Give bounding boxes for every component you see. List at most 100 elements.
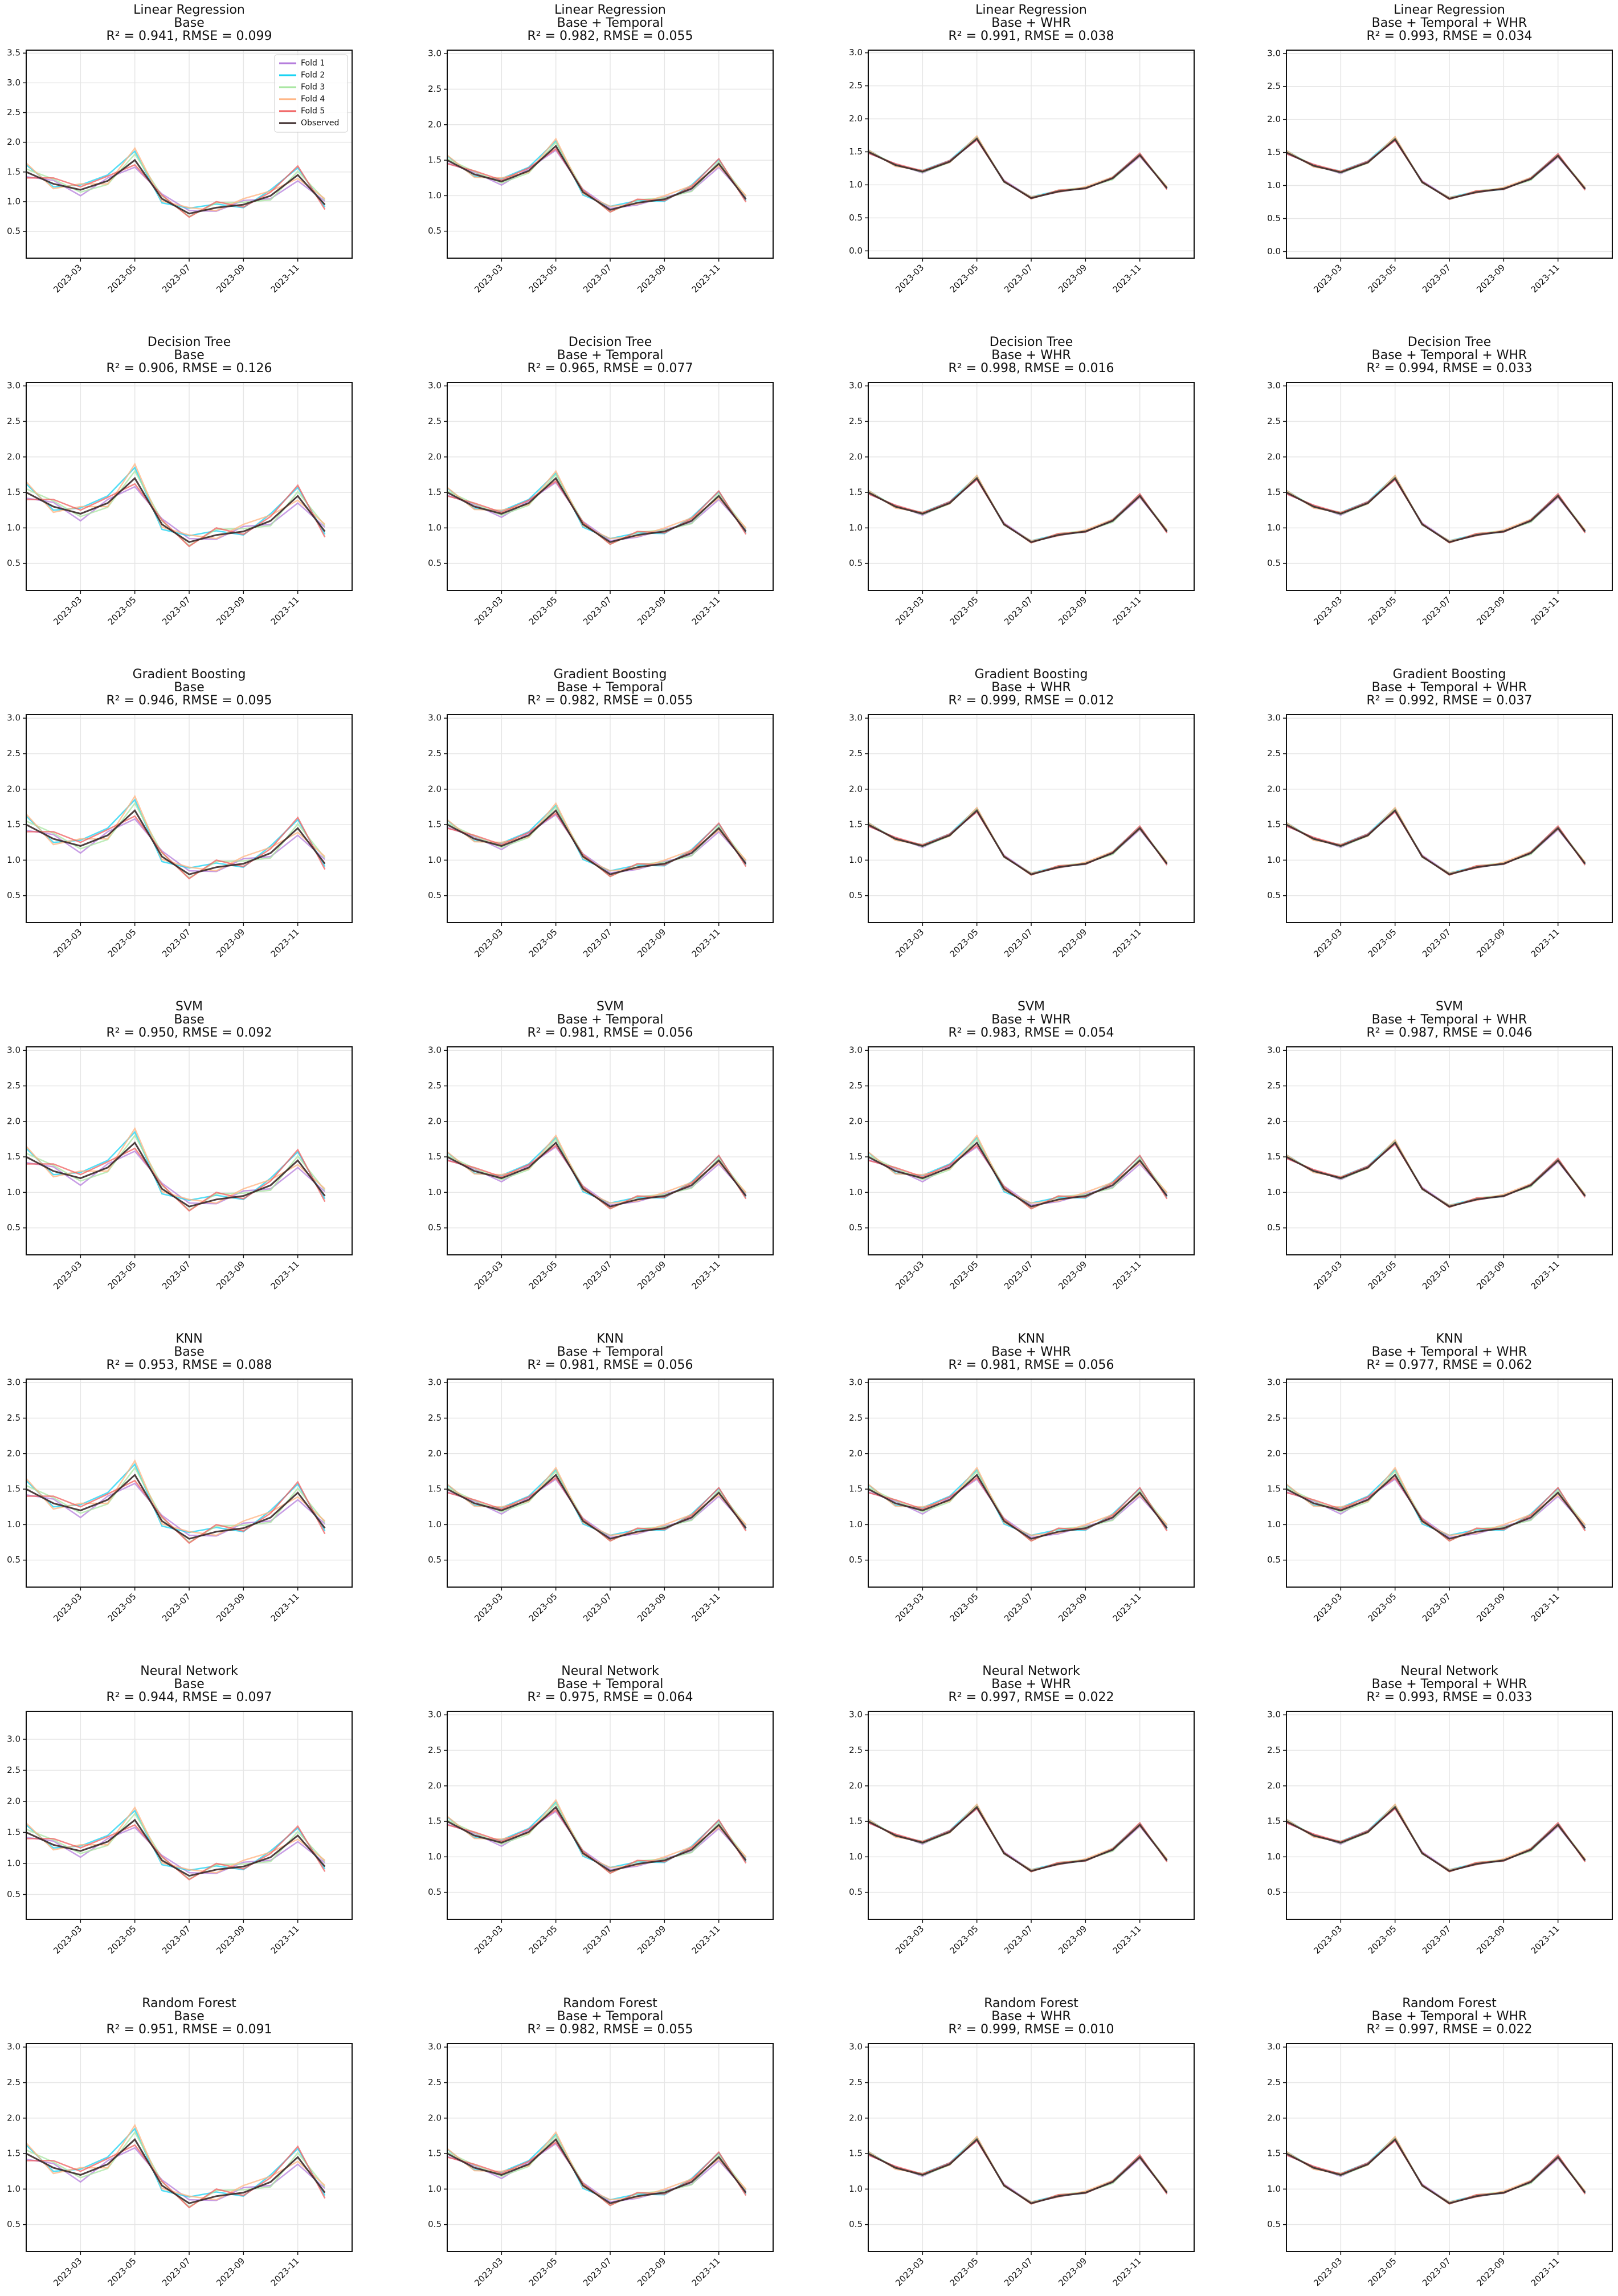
x-tick-label: 2023-05: [106, 594, 138, 627]
series-line: [26, 1131, 326, 1201]
chart-title: Decision Tree: [148, 335, 231, 349]
y-tick-label: 3.0: [849, 381, 863, 391]
plot-frame: [1286, 50, 1613, 259]
chart-subtitle: Base + Temporal + WHR: [1372, 16, 1527, 30]
y-tick-label: 0.5: [1267, 213, 1281, 223]
y-tick-label: 2.5: [1267, 1745, 1281, 1755]
y-tick-label: 2.5: [1267, 81, 1281, 91]
x-tick-label: 2023-11: [1111, 1591, 1143, 1624]
y-tick-label: 2.5: [7, 107, 21, 117]
y-tick-label: 3.0: [428, 48, 442, 59]
x-tick-label: 2023-09: [635, 1591, 668, 1624]
y-tick-label: 1.0: [7, 523, 21, 533]
x-tick-label: 2023-07: [581, 2256, 614, 2288]
chart-subtitle: Base: [174, 1345, 205, 1359]
y-tick-label: 3.0: [1267, 1377, 1281, 1388]
y-tick-label: 2.0: [1267, 451, 1281, 462]
x-tick-label: 2023-03: [1311, 927, 1344, 959]
y-tick-label: 3.0: [428, 1045, 442, 1055]
x-tick-label: 2023-09: [1056, 1591, 1089, 1624]
y-tick-label: 1.5: [7, 2148, 21, 2159]
series-line: [26, 2123, 326, 2201]
x-tick-label: 2023-03: [472, 1591, 505, 1624]
chart-title: Decision Tree: [990, 335, 1073, 349]
chart-title: Neural Network: [1400, 1664, 1498, 1678]
y-tick-label: 0.5: [428, 226, 442, 236]
series-line: [447, 137, 747, 207]
y-tick-label: 2.5: [849, 80, 863, 91]
y-tick-label: 1.5: [849, 2148, 863, 2159]
x-tick-label: 2023-09: [1056, 594, 1089, 627]
y-tick-label: 2.5: [849, 748, 863, 758]
series-line: [1286, 2138, 1586, 2204]
y-tick-label: 1.0: [7, 855, 21, 865]
chart-subtitle: Base: [174, 1013, 205, 1027]
y-tick-label: 0.0: [1267, 246, 1281, 256]
x-tick-label: 2023-11: [269, 927, 301, 959]
x-tick-label: 2023-09: [635, 262, 668, 295]
x-tick-label: 2023-05: [106, 2256, 138, 2288]
plot-frame: [447, 714, 774, 923]
series-line: [868, 2135, 1168, 2203]
x-tick-label: 2023-11: [1111, 927, 1143, 959]
x-tick-label: 2023-05: [948, 1923, 980, 1956]
y-tick-label: 1.5: [7, 1152, 21, 1162]
y-tick-label: 3.5: [7, 48, 21, 58]
x-tick-label: 2023-03: [51, 1259, 84, 1291]
x-tick-label: 2023-11: [1529, 594, 1562, 627]
x-tick-label: 2023-03: [51, 2256, 84, 2288]
x-tick-label: 2023-07: [1002, 262, 1035, 295]
y-tick-label: 2.5: [428, 84, 442, 94]
chart-metrics: R² = 0.944, RMSE = 0.097: [106, 1690, 272, 1704]
x-tick-label: 2023-07: [581, 1259, 614, 1291]
series-line: [447, 144, 747, 211]
y-tick-label: 1.5: [7, 487, 21, 497]
x-tick-label: 2023-05: [106, 1259, 138, 1291]
plot-frame: [26, 2043, 353, 2252]
series-line: [868, 1803, 1168, 1871]
series-line: [26, 2127, 326, 2198]
series-line: [1286, 1139, 1586, 1206]
x-tick-label: 2023-05: [1366, 2256, 1399, 2288]
x-tick-label: 2023-03: [51, 594, 84, 627]
y-tick-label: 1.5: [1267, 487, 1281, 497]
chart-title: SVM: [175, 1000, 203, 1014]
y-tick-label: 2.5: [1267, 1080, 1281, 1091]
x-tick-label: 2023-07: [160, 1259, 193, 1291]
y-tick-label: 1.5: [428, 155, 442, 165]
x-tick-label: 2023-11: [690, 262, 722, 295]
plot-frame: [868, 714, 1195, 923]
y-tick-label: 3.0: [7, 2042, 21, 2052]
plot-frame: [868, 2043, 1195, 2252]
y-tick-label: 0.5: [428, 558, 442, 568]
series-line: [1286, 806, 1586, 874]
series-line: [1286, 136, 1586, 198]
x-tick-label: 2023-11: [1529, 1591, 1562, 1624]
x-tick-label: 2023-05: [1366, 1591, 1399, 1624]
series-line: [1286, 809, 1586, 875]
chart-title: Gradient Boosting: [1393, 667, 1506, 682]
x-tick-label: 2023-03: [893, 927, 926, 959]
y-tick-label: 0.0: [849, 246, 863, 256]
series-line: [447, 802, 747, 872]
chart-subtitle: Base + WHR: [991, 680, 1071, 695]
chart-title: KNN: [1436, 1332, 1462, 1346]
legend-label: Fold 2: [301, 71, 325, 80]
x-tick-label: 2023-09: [635, 927, 668, 959]
series-line: [868, 1466, 1168, 1536]
y-tick-label: 2.5: [428, 1745, 442, 1755]
x-tick-label: 2023-11: [1529, 1923, 1562, 1956]
series-line: [26, 466, 326, 537]
y-tick-label: 2.5: [428, 2077, 442, 2087]
series-line: [447, 2138, 747, 2204]
y-tick-label: 1.0: [849, 2184, 863, 2194]
y-tick-label: 2.0: [428, 784, 442, 794]
chart-subtitle: Base: [174, 680, 205, 695]
series-line: [447, 1466, 747, 1536]
